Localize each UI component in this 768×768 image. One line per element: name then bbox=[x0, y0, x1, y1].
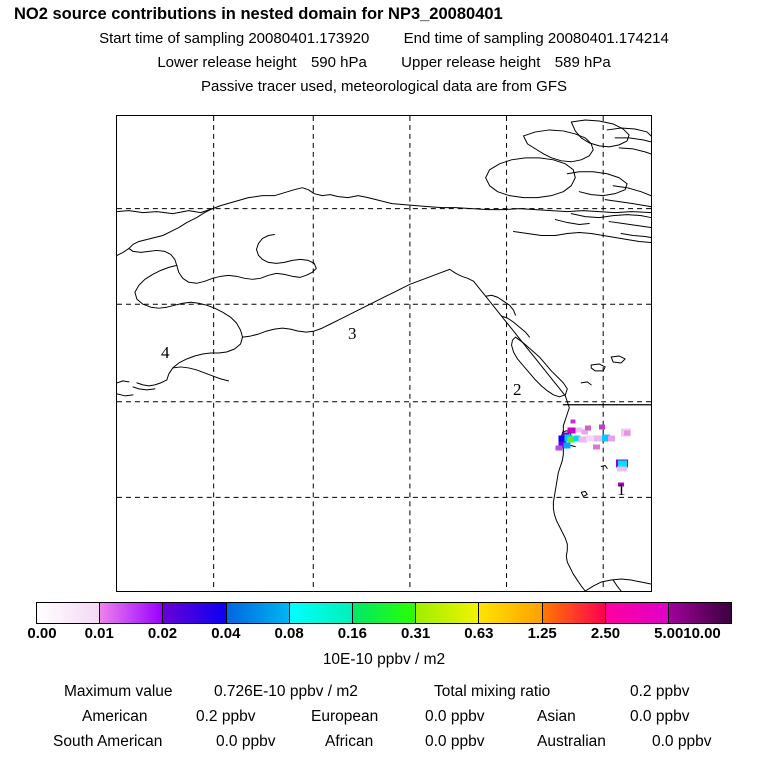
source-value-african: 0.0 ppbv bbox=[425, 733, 485, 750]
total-mixing-ratio-label: Total mixing ratio bbox=[434, 683, 551, 700]
tracer-note: Passive tracer used, meteorological data… bbox=[201, 77, 567, 95]
source-label-african: African bbox=[325, 733, 374, 750]
source-value-european: 0.0 ppbv bbox=[425, 708, 485, 725]
start-time-label: Start time of sampling bbox=[99, 29, 245, 47]
source-label-american: American bbox=[82, 708, 148, 725]
map-gridlines bbox=[117, 116, 651, 591]
colorbar-band-6 bbox=[416, 603, 480, 623]
colorbar-band-8 bbox=[542, 603, 606, 623]
map-region-label-3: 3 bbox=[348, 324, 357, 343]
source-value-australian: 0.0 ppbv bbox=[652, 733, 712, 750]
lower-release-height-value: 590 hPa bbox=[310, 53, 367, 71]
map-plot-area[interactable]: 4 3 2 1 bbox=[116, 115, 652, 592]
coastline-paths bbox=[117, 119, 651, 591]
page-title: NO2 source contributions in nested domai… bbox=[14, 5, 503, 23]
start-time-value: 20080401.173920 bbox=[248, 29, 370, 47]
total-mixing-ratio-value: 0.2 ppbv bbox=[630, 683, 690, 700]
colorbar-tick-11: 10.00 bbox=[683, 625, 721, 642]
map-region-label-1: 1 bbox=[617, 480, 626, 499]
colorbar-tick-0: 0.00 bbox=[27, 625, 57, 642]
colorbar-band-10 bbox=[668, 603, 732, 623]
colorbar-tick-10: 5.00 bbox=[654, 625, 684, 642]
chart-header: NO2 source contributions in nested domai… bbox=[0, 0, 768, 94]
colorbar-band-7 bbox=[479, 603, 543, 623]
plume-overlay bbox=[555, 419, 632, 487]
footer-row-sources-2: South American 0.0 ppbv African 0.0 ppbv… bbox=[0, 734, 768, 759]
lower-release-height-label: Lower release height bbox=[157, 53, 297, 71]
sampling-time-line: Start time of sampling 20080401.173920 E… bbox=[0, 31, 768, 46]
colorbar-tick-7: 0.63 bbox=[464, 625, 494, 642]
colorbar-gradient-strip bbox=[36, 602, 732, 624]
colorbar-band-0 bbox=[37, 603, 101, 623]
colorbar-band-1 bbox=[100, 603, 164, 623]
colorbar-tick-5: 0.16 bbox=[337, 625, 367, 642]
map-canvas bbox=[117, 116, 651, 591]
source-value-american: 0.2 ppbv bbox=[196, 708, 256, 725]
source-label-asian: Asian bbox=[537, 708, 576, 725]
map-region-label-2: 2 bbox=[513, 380, 522, 399]
footer-row-sources-1: American 0.2 ppbv European 0.0 ppbv Asia… bbox=[0, 709, 768, 734]
colorbar-band-9 bbox=[605, 603, 669, 623]
source-label-australian: Australian bbox=[537, 733, 606, 750]
statistics-footer: Maximum value 0.726E-10 ppbv / m2 Total … bbox=[0, 684, 768, 759]
maximum-value: 0.726E-10 ppbv / m2 bbox=[214, 683, 358, 700]
colorbar-unit-label: 10E-10 ppbv / m2 bbox=[322, 651, 446, 668]
colorbar-tick-8: 1.25 bbox=[527, 625, 557, 642]
colorbar[interactable] bbox=[36, 602, 732, 624]
colorbar-tick-labels: 0.00 0.01 0.02 0.04 0.08 0.16 0.31 0.63 1.25 2.50… bbox=[0, 626, 768, 646]
upper-release-height-label: Upper release height bbox=[401, 53, 541, 71]
colorbar-tick-3: 0.04 bbox=[211, 625, 241, 642]
colorbar-tick-4: 0.08 bbox=[274, 625, 304, 642]
colorbar-band-3 bbox=[226, 603, 290, 623]
colorbar-tick-2: 0.02 bbox=[147, 625, 178, 642]
upper-release-height-value: 589 hPa bbox=[554, 53, 611, 71]
colorbar-band-5 bbox=[352, 603, 417, 623]
source-value-south-american: 0.0 ppbv bbox=[216, 733, 276, 750]
colorbar-tick-6: 0.31 bbox=[401, 625, 431, 642]
maximum-value-label: Maximum value bbox=[64, 683, 173, 700]
colorbar-tick-9: 2.50 bbox=[590, 625, 621, 642]
source-label-south-american: South American bbox=[53, 733, 163, 750]
end-time-value: 20080401.174214 bbox=[547, 29, 669, 47]
release-height-line: Lower release height 590 hPa Upper relea… bbox=[0, 55, 768, 70]
source-value-asian: 0.0 ppbv bbox=[630, 708, 690, 725]
colorbar-tick-1: 0.01 bbox=[84, 625, 114, 642]
end-time-label: End time of sampling bbox=[403, 29, 544, 47]
source-label-european: European bbox=[311, 708, 379, 725]
colorbar-band-2 bbox=[163, 603, 227, 623]
colorbar-band-4 bbox=[289, 603, 353, 623]
footer-row-summary: Maximum value 0.726E-10 ppbv / m2 Total … bbox=[0, 684, 768, 709]
map-region-label-4: 4 bbox=[161, 343, 170, 362]
